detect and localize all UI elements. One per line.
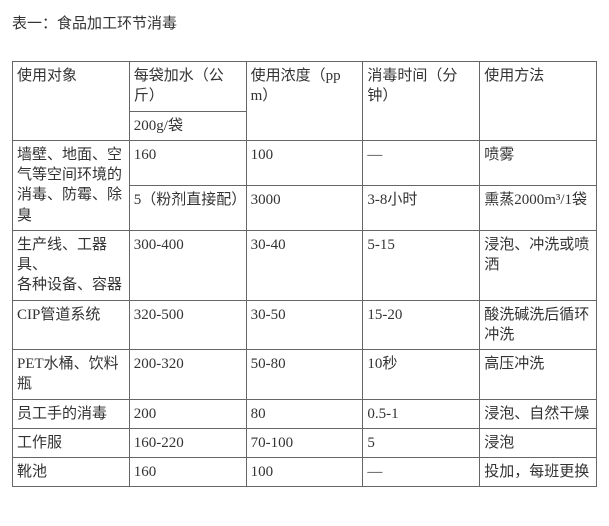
cell-water: 320-500 bbox=[129, 300, 246, 350]
cell-time: 3-8小时 bbox=[363, 185, 480, 230]
table-row: CIP管道系统 320-500 30-50 15-20 酸洗碱洗后循环冲洗 bbox=[13, 300, 597, 350]
col-target: 使用对象 bbox=[13, 62, 130, 141]
table-row: 生产线、工器具、 各种设备、容器 300-400 30-40 5-15 浸泡、冲… bbox=[13, 230, 597, 300]
table-row: 靴池 160 100 — 投加，每班更换 bbox=[13, 458, 597, 487]
cell-method: 浸泡、冲洗或喷洒 bbox=[480, 230, 597, 300]
cell-conc: 3000 bbox=[246, 185, 363, 230]
cell-time: 0.5-1 bbox=[363, 399, 480, 428]
table-caption: 表一：食品加工环节消毒 bbox=[12, 12, 597, 33]
cell-method: 熏蒸2000m³/1袋 bbox=[480, 185, 597, 230]
cell-conc: 30-50 bbox=[246, 300, 363, 350]
cell-conc: 100 bbox=[246, 140, 363, 185]
cell-water: 300-400 bbox=[129, 230, 246, 300]
cell-target: PET水桶、饮料瓶 bbox=[13, 350, 130, 400]
table-row: 工作服 160-220 70-100 5 浸泡 bbox=[13, 428, 597, 457]
cell-time: 5-15 bbox=[363, 230, 480, 300]
cell-target: 靴池 bbox=[13, 458, 130, 487]
cell-target: 工作服 bbox=[13, 428, 130, 457]
cell-target: 员工手的消毒 bbox=[13, 399, 130, 428]
cell-water: 200-320 bbox=[129, 350, 246, 400]
cell-conc: 50-80 bbox=[246, 350, 363, 400]
disinfection-table: 使用对象 每袋加水（公斤） 使用浓度（ppm） 消毒时间（分钟） 使用方法 20… bbox=[12, 61, 597, 487]
cell-time: 10秒 bbox=[363, 350, 480, 400]
col-method: 使用方法 bbox=[480, 62, 597, 141]
cell-time: — bbox=[363, 140, 480, 185]
cell-target: CIP管道系统 bbox=[13, 300, 130, 350]
table-row: PET水桶、饮料瓶 200-320 50-80 10秒 高压冲洗 bbox=[13, 350, 597, 400]
cell-method: 喷雾 bbox=[480, 140, 597, 185]
cell-method: 高压冲洗 bbox=[480, 350, 597, 400]
cell-conc: 100 bbox=[246, 458, 363, 487]
cell-water: 5（粉剂直接配） bbox=[129, 185, 246, 230]
cell-conc: 70-100 bbox=[246, 428, 363, 457]
cell-time: 5 bbox=[363, 428, 480, 457]
cell-method: 浸泡 bbox=[480, 428, 597, 457]
cell-target: 生产线、工器具、 各种设备、容器 bbox=[13, 230, 130, 300]
cell-water: 160 bbox=[129, 140, 246, 185]
cell-conc: 30-40 bbox=[246, 230, 363, 300]
cell-method: 浸泡、自然干燥 bbox=[480, 399, 597, 428]
cell-method: 酸洗碱洗后循环冲洗 bbox=[480, 300, 597, 350]
cell-water: 200 bbox=[129, 399, 246, 428]
table-row: 墙壁、地面、空气等空间环境的消毒、防霉、除臭 160 100 — 喷雾 bbox=[13, 140, 597, 185]
cell-time: — bbox=[363, 458, 480, 487]
cell-water: 160-220 bbox=[129, 428, 246, 457]
col-conc: 使用浓度（ppm） bbox=[246, 62, 363, 141]
col-time: 消毒时间（分钟） bbox=[363, 62, 480, 141]
cell-time: 15-20 bbox=[363, 300, 480, 350]
cell-conc: 80 bbox=[246, 399, 363, 428]
col-bagspec: 200g/袋 bbox=[129, 111, 246, 140]
table-row: 员工手的消毒 200 80 0.5-1 浸泡、自然干燥 bbox=[13, 399, 597, 428]
col-water: 每袋加水（公斤） bbox=[129, 62, 246, 112]
cell-method: 投加，每班更换 bbox=[480, 458, 597, 487]
header-row-1: 使用对象 每袋加水（公斤） 使用浓度（ppm） 消毒时间（分钟） 使用方法 bbox=[13, 62, 597, 112]
cell-target: 墙壁、地面、空气等空间环境的消毒、防霉、除臭 bbox=[13, 140, 130, 230]
cell-water: 160 bbox=[129, 458, 246, 487]
